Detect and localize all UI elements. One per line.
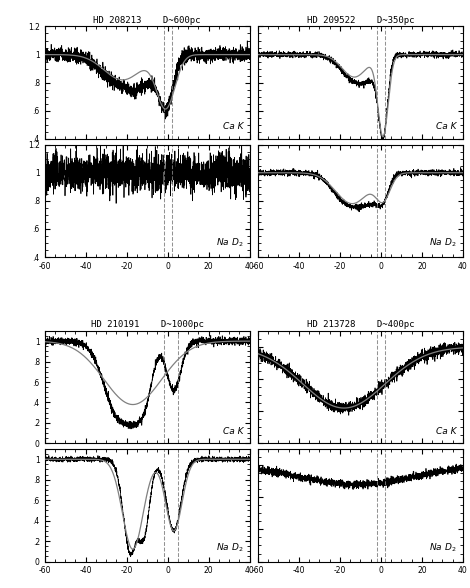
Text: Na D$_2$: Na D$_2$ (216, 237, 243, 249)
Text: Na D$_2$: Na D$_2$ (429, 237, 457, 249)
Title: HD 209522    D~350pc: HD 209522 D~350pc (307, 16, 414, 25)
Text: Ca K: Ca K (223, 426, 243, 436)
Text: Ca K: Ca K (436, 122, 457, 131)
Title: HD 208213    D~600pc: HD 208213 D~600pc (94, 16, 201, 25)
Text: Na D$_2$: Na D$_2$ (429, 541, 457, 554)
Text: Ca K: Ca K (436, 426, 457, 436)
Text: Ca K: Ca K (223, 122, 243, 131)
Text: Na D$_2$: Na D$_2$ (216, 541, 243, 554)
Title: HD 213728    D~400pc: HD 213728 D~400pc (307, 320, 414, 329)
Title: HD 210191    D~1000pc: HD 210191 D~1000pc (91, 320, 204, 329)
